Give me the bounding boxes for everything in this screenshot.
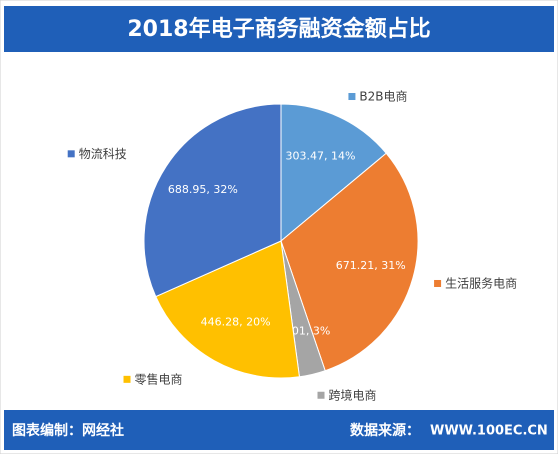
data-label: 446.28, 20% bbox=[201, 315, 271, 328]
footer-source-label: 数据来源： bbox=[350, 422, 420, 439]
legend-swatch bbox=[123, 375, 131, 383]
legend-swatch bbox=[348, 93, 356, 101]
pie-slice bbox=[143, 103, 282, 298]
legend-label: 零售电商 bbox=[135, 371, 183, 386]
data-label: 303.47, 14% bbox=[286, 150, 356, 163]
legend-label: B2B电商 bbox=[359, 89, 407, 104]
footer-source: WWW.100EC.CN bbox=[430, 424, 548, 439]
chart-title: 2018年电子商务融资金额占比 bbox=[127, 16, 430, 42]
pie-slice bbox=[280, 103, 387, 243]
legend-swatch bbox=[67, 150, 75, 158]
pie-slice bbox=[280, 152, 419, 372]
header-bar bbox=[4, 6, 554, 52]
footer-credit: 图表编制：网经社 bbox=[12, 422, 124, 439]
legend-swatch bbox=[434, 279, 442, 287]
legend-label: 生活服务电商 bbox=[445, 275, 517, 290]
legend-swatch bbox=[317, 391, 325, 399]
legend-label: 物流科技 bbox=[79, 147, 127, 161]
data-label: 671.21, 31% bbox=[336, 259, 406, 272]
pie-slice bbox=[155, 240, 301, 379]
footer-bar bbox=[4, 410, 554, 450]
legend-label: 跨境电商 bbox=[329, 387, 377, 402]
data-label: 688.95, 32% bbox=[168, 183, 238, 196]
